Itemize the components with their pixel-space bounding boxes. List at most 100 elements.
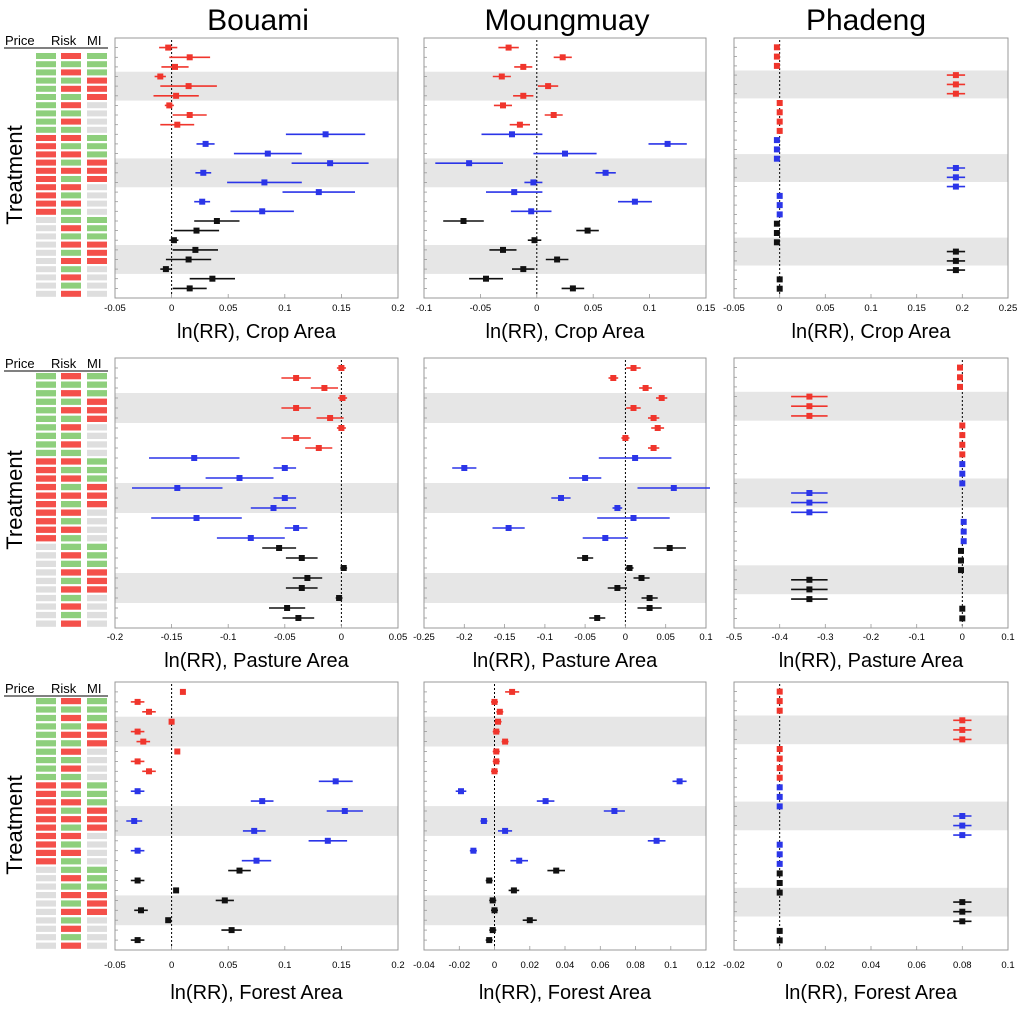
treatment-legend: Price Risk MI Treatment xyxy=(2,681,108,949)
data-point xyxy=(776,192,783,199)
data-point xyxy=(516,121,523,128)
data-point xyxy=(545,83,552,90)
data-point xyxy=(498,73,505,80)
data-point xyxy=(959,461,966,468)
data-point xyxy=(327,160,334,167)
data-point xyxy=(806,403,813,410)
data-point xyxy=(614,585,621,591)
data-point xyxy=(776,870,783,877)
treatment-cell-price xyxy=(36,509,56,516)
data-point xyxy=(584,227,591,234)
data-point xyxy=(281,465,288,471)
data-point xyxy=(138,907,144,914)
data-point xyxy=(247,535,254,541)
treatment-cell-risk xyxy=(61,290,81,297)
shaded-band xyxy=(734,565,1008,595)
data-point xyxy=(174,121,181,128)
legend-header-mi: MI xyxy=(87,356,101,371)
treatment-cell-risk xyxy=(61,282,81,289)
chart-panel-moungmuay-1: -0.25 -0.2 -0.15 -0.1 -0.05 0 0.05 0.1 ln(RR), P… xyxy=(413,357,713,672)
data-point xyxy=(213,218,220,224)
data-point xyxy=(664,140,671,147)
data-point xyxy=(491,768,498,775)
treatment-cell-mi xyxy=(87,274,107,281)
treatment-cell-risk xyxy=(61,432,81,439)
data-point xyxy=(957,364,963,371)
data-point xyxy=(776,803,783,810)
data-point xyxy=(520,266,527,273)
treatment-cell-mi xyxy=(87,706,107,713)
x-tick-label: 0.02 xyxy=(521,960,540,971)
treatment-cell-risk xyxy=(61,900,81,907)
x-tick-label: -0.1 xyxy=(220,632,236,643)
data-point xyxy=(773,53,780,60)
data-point xyxy=(174,485,181,491)
treatment-cell-price xyxy=(36,526,56,533)
data-point xyxy=(466,160,473,167)
treatment-cell-price xyxy=(36,603,56,610)
treatment-cell-risk xyxy=(61,151,81,158)
data-point xyxy=(806,509,813,516)
data-point xyxy=(776,100,783,106)
data-point xyxy=(776,211,783,218)
data-point xyxy=(654,425,661,431)
data-point xyxy=(776,765,783,772)
treatment-cell-risk xyxy=(61,390,81,397)
treatment-cell-mi xyxy=(87,569,107,576)
data-point xyxy=(958,557,964,564)
treatment-cell-mi xyxy=(87,594,107,602)
treatment-cell-price xyxy=(36,441,56,448)
treatment-cell-price xyxy=(36,390,56,397)
treatment-cell-price xyxy=(36,184,56,191)
treatment-cell-risk xyxy=(61,748,81,755)
data-point xyxy=(776,851,783,858)
treatment-cell-price xyxy=(36,458,56,465)
treatment-cell-mi xyxy=(87,942,107,949)
data-point xyxy=(221,897,228,904)
treatment-cell-mi xyxy=(87,560,107,567)
treatment-cell-mi xyxy=(87,415,107,422)
data-point xyxy=(461,465,468,471)
treatment-cell-mi xyxy=(87,176,107,182)
treatment-cell-price xyxy=(36,424,56,431)
data-point xyxy=(480,818,487,824)
treatment-cell-price xyxy=(36,816,56,823)
treatment-cell-price xyxy=(36,266,56,273)
treatment-cell-mi xyxy=(87,225,107,232)
data-point xyxy=(489,897,496,904)
x-axis-label: ln(RR), Pasture Area xyxy=(164,650,349,672)
treatment-cell-mi xyxy=(87,110,107,117)
treatment-cell-mi xyxy=(87,77,107,84)
data-point xyxy=(773,137,780,144)
x-tick-label: -0.1 xyxy=(416,303,432,314)
data-point xyxy=(630,365,637,371)
treatment-cell-price xyxy=(36,892,56,899)
treatment-cell-mi xyxy=(87,866,107,873)
data-point xyxy=(162,266,169,273)
x-tick-label: 0 xyxy=(169,960,174,971)
data-point xyxy=(173,887,180,894)
treatment-cell-mi xyxy=(87,102,107,109)
data-point xyxy=(952,81,959,88)
data-point xyxy=(165,917,172,924)
treatment-cell-mi xyxy=(87,603,107,610)
treatment-cell-risk xyxy=(61,233,81,240)
treatment-cell-mi xyxy=(87,441,107,448)
treatment-cell-price xyxy=(36,398,56,405)
treatment-cell-price xyxy=(36,714,56,722)
treatment-cell-mi xyxy=(87,241,107,248)
treatment-cell-risk xyxy=(61,706,81,713)
x-tick-label: -0.3 xyxy=(817,632,833,643)
treatment-cell-mi xyxy=(87,390,107,397)
x-tick-label: 0.05 xyxy=(389,632,408,643)
treatment-cell-risk xyxy=(61,407,81,414)
treatment-cell-price xyxy=(36,942,56,949)
data-point xyxy=(146,768,152,775)
shaded-band xyxy=(115,716,398,747)
x-tick-label: 0.1 xyxy=(1001,960,1014,971)
data-point xyxy=(670,485,677,491)
x-tick-label: 0.05 xyxy=(219,960,238,971)
column-title-moungmuay: Moungmuay xyxy=(484,4,649,37)
treatment-cell-mi xyxy=(87,200,107,207)
